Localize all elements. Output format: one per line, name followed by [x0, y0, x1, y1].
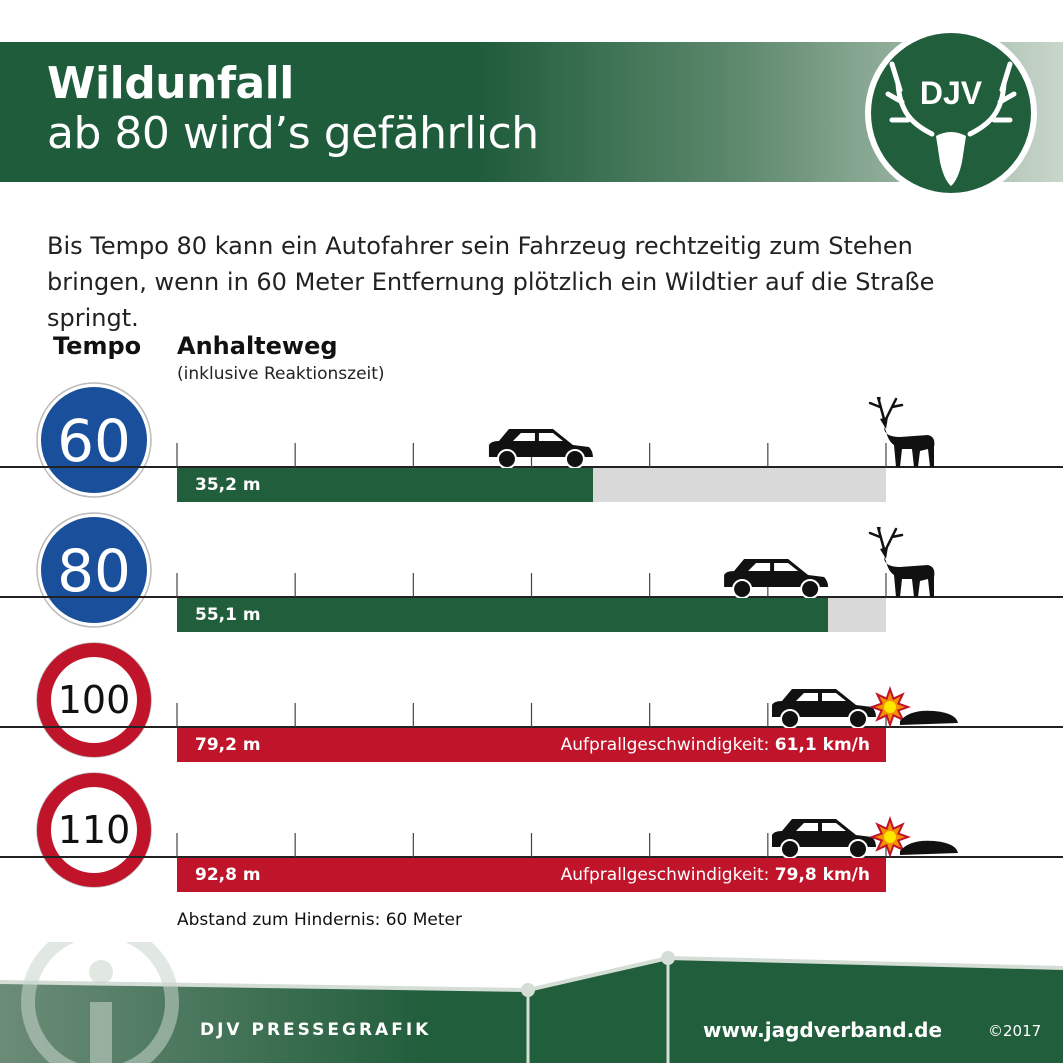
road-track	[0, 815, 1063, 859]
title-line-2: ab 80 wird’s gefährlich	[47, 108, 539, 159]
footnote: Abstand zum Hindernis: 60 Meter	[177, 910, 462, 930]
speed-sign-label: 60	[57, 407, 131, 475]
info-icon	[21, 942, 179, 1063]
antler-icon	[885, 61, 1017, 137]
road-track	[0, 527, 1063, 599]
stag-head-icon	[936, 132, 966, 186]
distance-bar: 55,1 m	[177, 598, 886, 632]
crash-icon	[868, 685, 958, 729]
impact-speed-label: Aufprallgeschwindigkeit:	[560, 735, 770, 755]
speed-sign-label: 100	[58, 678, 131, 722]
header-tempo: Tempo	[53, 332, 142, 360]
distance-bar: 92,8 m Aufprallgeschwindigkeit: 79,8 km/h	[177, 858, 886, 892]
distance-bar-fill	[177, 598, 829, 632]
road-track	[0, 397, 1063, 469]
distance-label: 55,1 m	[195, 605, 261, 625]
footer-copyright: ©2017	[988, 1022, 1042, 1040]
impact-speed-value: 61,1 km/h	[774, 735, 870, 755]
fallen-deer-icon	[900, 710, 958, 725]
fallen-deer-icon	[900, 840, 958, 855]
distance-bar: 35,2 m	[177, 468, 886, 502]
deer-icon	[868, 527, 935, 597]
distance-label: 35,2 m	[195, 475, 261, 495]
car-icon	[772, 819, 876, 859]
footer-url[interactable]: www.jagdverband.de	[703, 1018, 943, 1042]
car-icon	[772, 689, 876, 729]
impact-speed: Aufprallgeschwindigkeit: 79,8 km/h	[561, 858, 870, 892]
logo-text: DJV	[920, 75, 983, 111]
distance-bar: 79,2 m Aufprallgeschwindigkeit: 61,1 km/h	[177, 728, 886, 762]
crash-icon	[868, 815, 958, 859]
speed-sign-label: 80	[57, 537, 131, 605]
car-icon	[724, 559, 829, 599]
car-icon	[488, 429, 593, 469]
intro-text: Bis Tempo 80 kann ein Autofahrer sein Fa…	[47, 232, 935, 332]
footer-label: DJV PRESSEGRAFIK	[200, 1020, 432, 1040]
impact-speed-label: Aufprallgeschwindigkeit:	[560, 865, 770, 885]
distance-label: 92,8 m	[195, 865, 261, 885]
speed-sign-label: 110	[58, 808, 131, 852]
distance-label: 79,2 m	[195, 735, 261, 755]
impact-speed: Aufprallgeschwindigkeit: 61,1 km/h	[561, 728, 870, 762]
impact-speed-value: 79,8 km/h	[774, 865, 870, 885]
distance-bar-fill	[177, 468, 593, 502]
djv-logo: DJV	[865, 27, 1037, 199]
speed-sign-110: 110	[36, 772, 152, 888]
header-anhalteweg: Anhalteweg	[177, 332, 338, 360]
header-anhalteweg-sub: (inklusive Reaktionszeit)	[177, 364, 385, 384]
road-track	[0, 685, 1063, 729]
title-line-1: Wildunfall	[47, 58, 294, 109]
footer-band	[0, 942, 1063, 1063]
deer-icon	[868, 397, 935, 467]
speed-sign-100: 100	[36, 642, 152, 758]
